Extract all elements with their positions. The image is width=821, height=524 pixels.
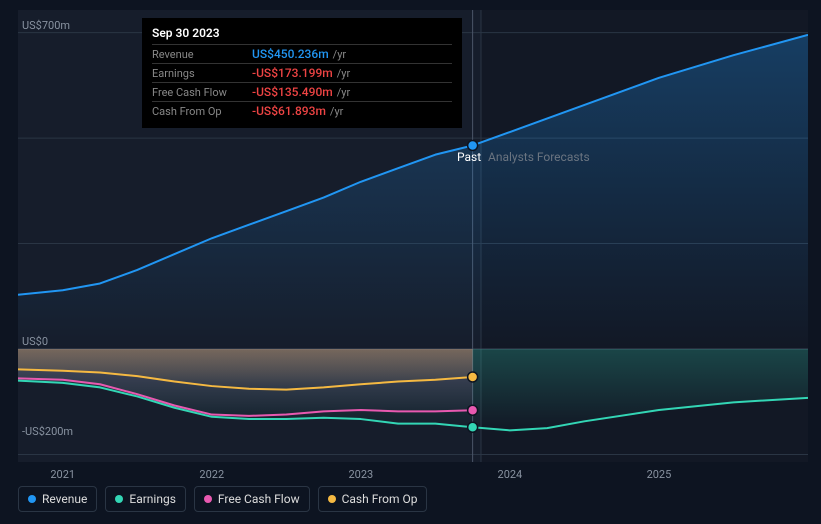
tooltip-row-value: US$450.236m bbox=[252, 47, 329, 61]
x-tick-label: 2024 bbox=[498, 468, 523, 481]
tooltip-row: Earnings-US$173.199m/yr bbox=[152, 63, 452, 82]
tooltip-row-unit: /yr bbox=[337, 86, 350, 99]
tooltip-row: RevenueUS$450.236m/yr bbox=[152, 44, 452, 63]
financials-chart: { "layout": { "width": 821, "height": 52… bbox=[0, 0, 821, 524]
x-tick-label: 2021 bbox=[50, 468, 75, 481]
legend-item-cfo[interactable]: Cash From Op bbox=[318, 486, 428, 512]
tooltip-row-unit: /yr bbox=[333, 48, 346, 61]
tooltip-row-unit: /yr bbox=[337, 67, 350, 80]
section-label-past: Past bbox=[457, 150, 481, 164]
marker-fcf bbox=[468, 405, 478, 415]
legend-item-label: Revenue bbox=[42, 492, 87, 506]
tooltip-row-value: -US$135.490m bbox=[252, 85, 333, 99]
x-tick-label: 2022 bbox=[199, 468, 224, 481]
x-tick-label: 2025 bbox=[647, 468, 672, 481]
legend-item-label: Cash From Op bbox=[342, 492, 418, 506]
marker-revenue bbox=[468, 140, 478, 150]
y-tick-label: -US$200m bbox=[22, 425, 73, 438]
tooltip-row-label: Earnings bbox=[152, 67, 252, 80]
tooltip-row: Free Cash Flow-US$135.490m/yr bbox=[152, 82, 452, 101]
tooltip-row-label: Cash From Op bbox=[152, 105, 252, 118]
legend-item-revenue[interactable]: Revenue bbox=[18, 486, 97, 512]
legend-dot-icon bbox=[28, 495, 36, 503]
y-tick-label: US$0 bbox=[22, 335, 48, 348]
chart-tooltip: Sep 30 2023 RevenueUS$450.236m/yrEarning… bbox=[142, 18, 462, 128]
tooltip-row-value: -US$61.893m bbox=[252, 104, 326, 118]
section-label-forecast: Analysts Forecasts bbox=[488, 150, 590, 164]
legend-item-earnings[interactable]: Earnings bbox=[105, 486, 186, 512]
legend-item-fcf[interactable]: Free Cash Flow bbox=[194, 486, 310, 512]
y-tick-label: US$700m bbox=[22, 19, 70, 32]
tooltip-row-value: -US$173.199m bbox=[252, 66, 333, 80]
legend-item-label: Free Cash Flow bbox=[218, 492, 300, 506]
tooltip-row: Cash From Op-US$61.893m/yr bbox=[152, 101, 452, 120]
legend-dot-icon bbox=[328, 495, 336, 503]
legend-item-label: Earnings bbox=[129, 492, 176, 506]
legend-dot-icon bbox=[115, 495, 123, 503]
chart-legend: Revenue Earnings Free Cash Flow Cash From O… bbox=[18, 486, 427, 512]
legend-dot-icon bbox=[204, 495, 212, 503]
marker-cfo bbox=[468, 372, 478, 382]
tooltip-row-label: Revenue bbox=[152, 48, 252, 61]
tooltip-row-label: Free Cash Flow bbox=[152, 86, 252, 99]
tooltip-date: Sep 30 2023 bbox=[152, 26, 452, 40]
x-tick-label: 2023 bbox=[348, 468, 373, 481]
marker-earnings bbox=[468, 422, 478, 432]
tooltip-row-unit: /yr bbox=[330, 105, 343, 118]
